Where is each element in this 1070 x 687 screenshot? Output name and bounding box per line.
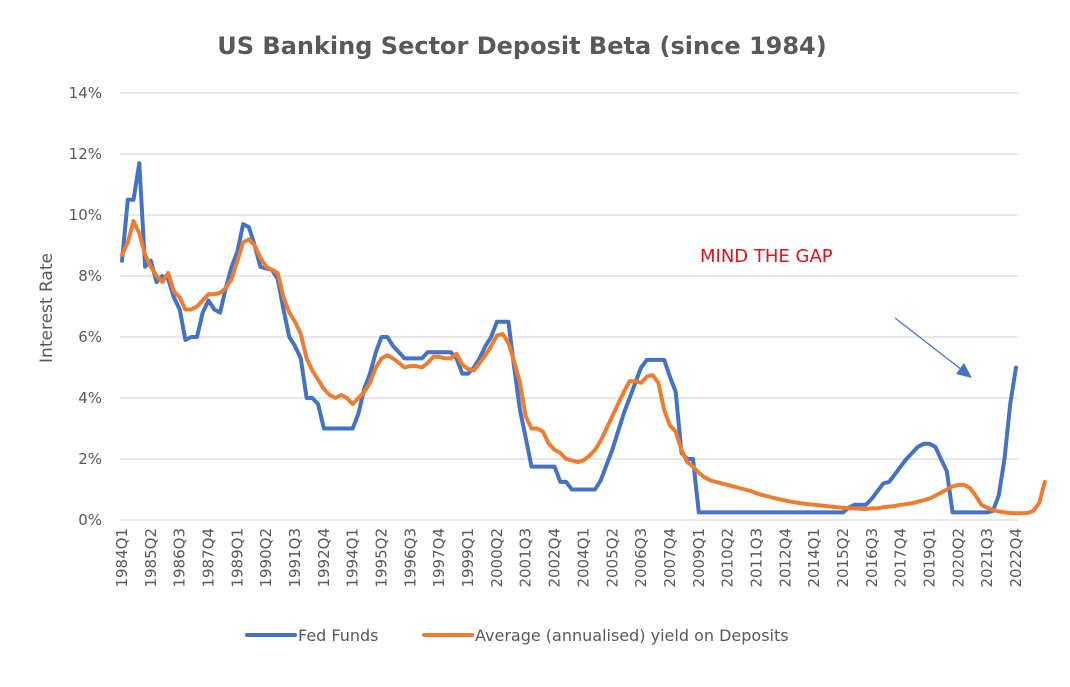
series-lines	[120, 161, 1047, 516]
y-axis-ticks: 0% 2% 4% 6% 8% 10% 12% 14%	[69, 84, 102, 529]
y-tick-label: 8%	[78, 267, 102, 285]
x-tick-label: 1989Q1	[228, 528, 246, 588]
x-tick-label: 1985Q2	[142, 528, 160, 588]
x-tick-label: 2001Q3	[517, 528, 535, 588]
legend-item: Fed Funds	[245, 626, 379, 645]
legend: Fed Funds Average (annualised) yield on D…	[245, 626, 789, 645]
x-tick-label: 2016Q3	[863, 528, 881, 588]
y-tick-label: 14%	[69, 84, 102, 102]
x-tick-label: 2012Q4	[776, 528, 794, 588]
x-tick-label: 2005Q2	[603, 528, 621, 588]
x-tick-label: 2009Q1	[690, 528, 708, 588]
annotation-mind-the-gap: MIND THE GAP	[700, 246, 833, 267]
gridlines	[120, 92, 1018, 521]
x-tick-label: 2021Q3	[978, 528, 996, 588]
x-tick-label: 1997Q4	[430, 528, 448, 588]
y-tick-label: 2%	[78, 450, 102, 468]
x-tick-label: 2017Q4	[892, 528, 910, 588]
annotation-arrow-head	[956, 363, 972, 378]
legend-label: Fed Funds	[298, 626, 379, 645]
x-tick-label: 2020Q2	[949, 528, 967, 588]
y-tick-label: 0%	[78, 511, 102, 529]
x-tick-label: 1990Q2	[257, 528, 275, 588]
chart-title: US Banking Sector Deposit Beta (since 19…	[217, 32, 826, 60]
x-tick-label: 2000Q2	[488, 528, 506, 588]
x-tick-label: 1992Q4	[315, 528, 333, 588]
x-tick-label: 2010Q2	[719, 528, 737, 588]
series-line-deposit-yield	[120, 219, 1047, 516]
y-tick-label: 6%	[78, 328, 102, 346]
x-tick-label: 1986Q3	[171, 528, 189, 588]
x-tick-label: 2004Q1	[574, 528, 592, 588]
legend-item: Average (annualised) yield on Deposits	[422, 626, 789, 645]
x-tick-label: 2007Q4	[661, 528, 679, 588]
annotation-arrow	[894, 317, 972, 378]
x-axis-ticks: 1984Q1 1985Q2 1986Q3 1987Q4 1989Q1 1990Q2 1991…	[113, 528, 1025, 588]
x-tick-label: 2019Q1	[920, 528, 938, 588]
x-tick-label: 1994Q1	[344, 528, 362, 588]
annotation-arrow-shaft	[894, 317, 963, 371]
x-tick-label: 1996Q3	[401, 528, 419, 588]
x-tick-label: 2015Q2	[834, 528, 852, 588]
x-tick-label: 1995Q2	[373, 528, 391, 588]
x-tick-label: 1984Q1	[113, 528, 131, 588]
x-tick-label: 2014Q1	[805, 528, 823, 588]
y-tick-label: 4%	[78, 389, 102, 407]
legend-label: Average (annualised) yield on Deposits	[475, 626, 789, 645]
x-tick-label: 1987Q4	[200, 528, 218, 588]
x-tick-label: 1999Q1	[459, 528, 477, 588]
x-tick-label: 2022Q4	[1007, 528, 1025, 588]
x-tick-label: 2006Q3	[632, 528, 650, 588]
x-tick-label: 2002Q4	[546, 528, 564, 588]
x-tick-label: 2011Q3	[747, 528, 765, 588]
x-tick-label: 1991Q3	[286, 528, 304, 588]
y-tick-label: 10%	[69, 206, 102, 224]
y-tick-label: 12%	[69, 145, 102, 163]
y-axis-label: Interest Rate	[37, 253, 57, 363]
